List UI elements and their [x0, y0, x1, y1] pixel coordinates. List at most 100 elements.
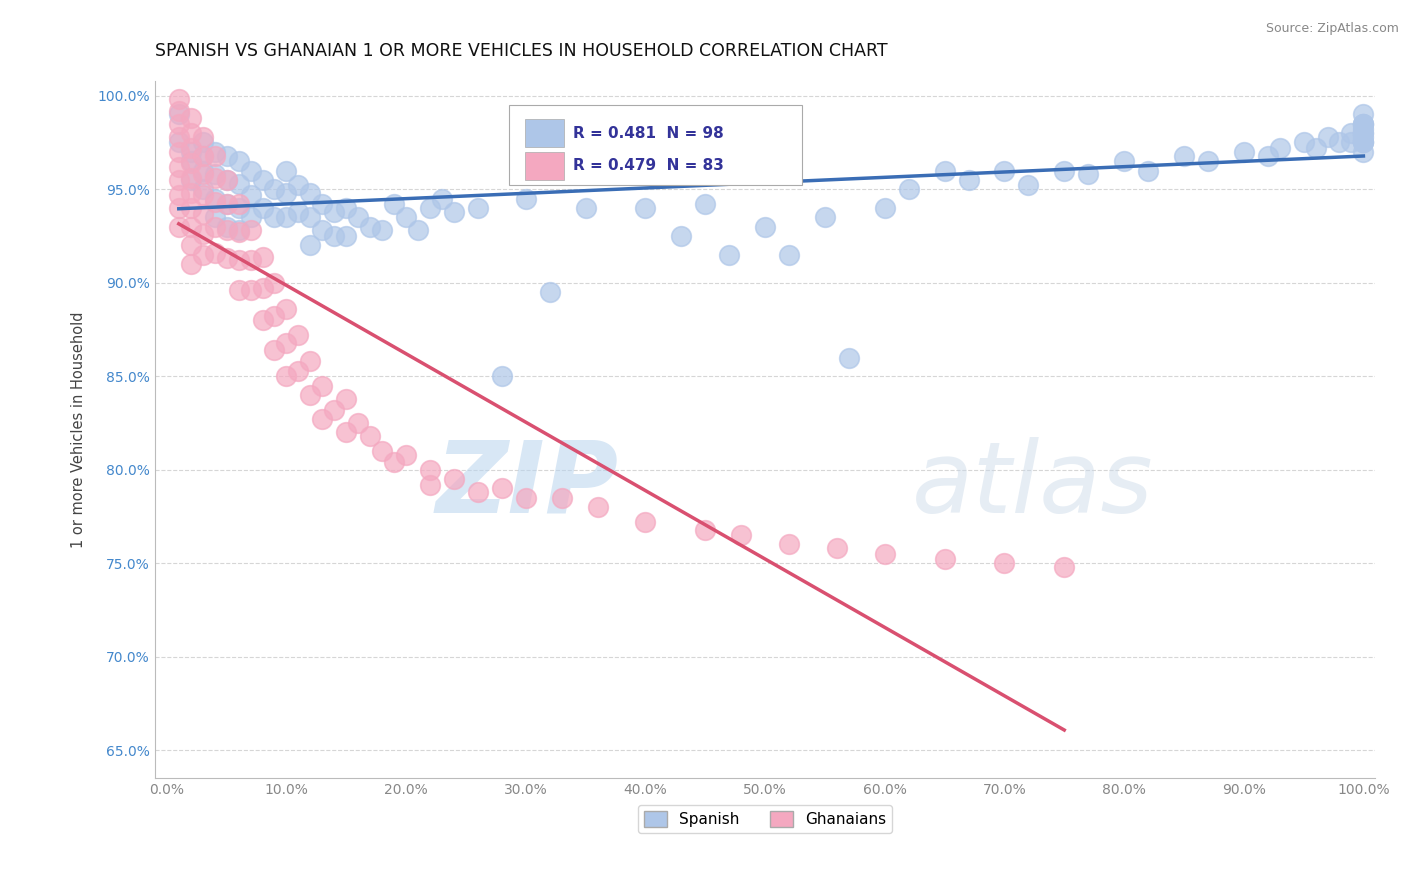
Point	[228, 201, 250, 215]
Point	[276, 301, 298, 316]
Legend: Spanish, Ghanaians: Spanish, Ghanaians	[638, 805, 893, 833]
Point	[167, 201, 190, 215]
Point	[515, 491, 537, 505]
Point	[228, 197, 250, 211]
Point	[873, 201, 896, 215]
Point	[1340, 126, 1362, 140]
Point	[191, 206, 214, 220]
Point	[191, 187, 214, 202]
Point	[228, 225, 250, 239]
Point	[371, 223, 394, 237]
Point	[180, 186, 202, 200]
Point	[191, 167, 214, 181]
Point	[814, 211, 837, 225]
FancyBboxPatch shape	[509, 105, 801, 186]
Point	[287, 363, 309, 377]
Point	[191, 247, 214, 261]
Point	[1353, 126, 1375, 140]
Point	[730, 528, 752, 542]
FancyBboxPatch shape	[524, 120, 564, 147]
Point	[180, 219, 202, 234]
Point	[191, 148, 214, 162]
Point	[1197, 154, 1219, 169]
Point	[1353, 136, 1375, 150]
Point	[180, 173, 202, 187]
Point	[167, 136, 190, 150]
Point	[263, 310, 285, 324]
Y-axis label: 1 or more Vehicles in Household: 1 or more Vehicles in Household	[72, 311, 86, 548]
Point	[191, 129, 214, 144]
Point	[311, 197, 333, 211]
Point	[1353, 136, 1375, 150]
Point	[239, 163, 262, 178]
Point	[252, 173, 274, 187]
Point	[191, 163, 214, 178]
Point	[191, 148, 214, 162]
Point	[311, 378, 333, 392]
Point	[1353, 136, 1375, 150]
Point	[1173, 148, 1195, 162]
Point	[276, 186, 298, 200]
Point	[276, 163, 298, 178]
Point	[215, 223, 238, 237]
Point	[335, 229, 357, 244]
Point	[718, 247, 741, 261]
Point	[1077, 167, 1099, 181]
Point	[382, 455, 405, 469]
Point	[276, 369, 298, 384]
Point	[167, 160, 190, 174]
Point	[1053, 560, 1076, 574]
Point	[252, 250, 274, 264]
Point	[204, 245, 226, 260]
Point	[1316, 129, 1339, 144]
Point	[575, 201, 598, 215]
Point	[1353, 126, 1375, 140]
Point	[695, 523, 717, 537]
Point	[419, 463, 441, 477]
Point	[276, 211, 298, 225]
FancyBboxPatch shape	[524, 152, 564, 180]
Point	[252, 313, 274, 327]
Point	[167, 173, 190, 187]
Text: R = 0.479  N = 83: R = 0.479 N = 83	[574, 159, 724, 173]
Point	[515, 192, 537, 206]
Point	[239, 283, 262, 297]
Point	[287, 328, 309, 343]
Text: atlas: atlas	[911, 437, 1153, 533]
Text: Source: ZipAtlas.com: Source: ZipAtlas.com	[1265, 22, 1399, 36]
Point	[993, 556, 1015, 570]
Point	[299, 388, 322, 402]
Point	[335, 201, 357, 215]
Point	[252, 201, 274, 215]
Point	[1292, 136, 1315, 150]
Point	[180, 201, 202, 215]
Point	[323, 204, 346, 219]
Point	[1233, 145, 1256, 159]
Point	[550, 491, 572, 505]
Point	[204, 167, 226, 181]
Point	[634, 515, 657, 529]
Point	[323, 402, 346, 417]
Point	[1112, 154, 1135, 169]
Point	[371, 444, 394, 458]
Point	[419, 477, 441, 491]
Point	[263, 211, 285, 225]
Point	[167, 219, 190, 234]
Point	[204, 195, 226, 210]
Point	[191, 227, 214, 241]
Point	[1053, 163, 1076, 178]
Point	[180, 145, 202, 159]
Point	[215, 252, 238, 266]
Point	[873, 547, 896, 561]
Point	[897, 182, 920, 196]
Point	[634, 201, 657, 215]
Point	[323, 229, 346, 244]
Point	[180, 156, 202, 170]
Point	[1137, 163, 1160, 178]
Point	[180, 171, 202, 186]
Point	[825, 541, 848, 556]
Point	[395, 211, 418, 225]
Point	[204, 148, 226, 162]
Point	[1353, 107, 1375, 121]
Point	[204, 171, 226, 186]
